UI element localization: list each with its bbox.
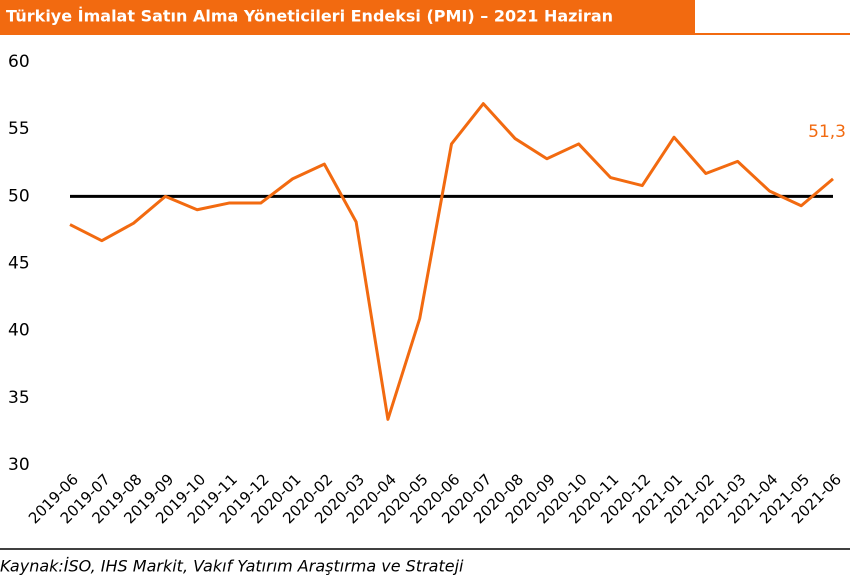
y-tick-label: 45 [8,254,30,274]
title-bar [0,0,695,34]
y-tick-label: 55 [8,119,30,139]
source: Kaynak:İSO, IHS Markit, Vakıf Yatırım Ar… [0,557,464,576]
y-tick-label: 40 [8,321,30,341]
data-label: 51,3 [808,122,846,142]
y-tick-label: 60 [8,52,30,72]
y-tick-label: 50 [8,186,30,206]
chart-title: Türkiye İmalat Satın Alma Yöneticileri E… [6,7,613,26]
series-line [69,102,834,421]
y-tick-label: 30 [8,455,30,475]
y-tick-label: 35 [8,388,30,408]
